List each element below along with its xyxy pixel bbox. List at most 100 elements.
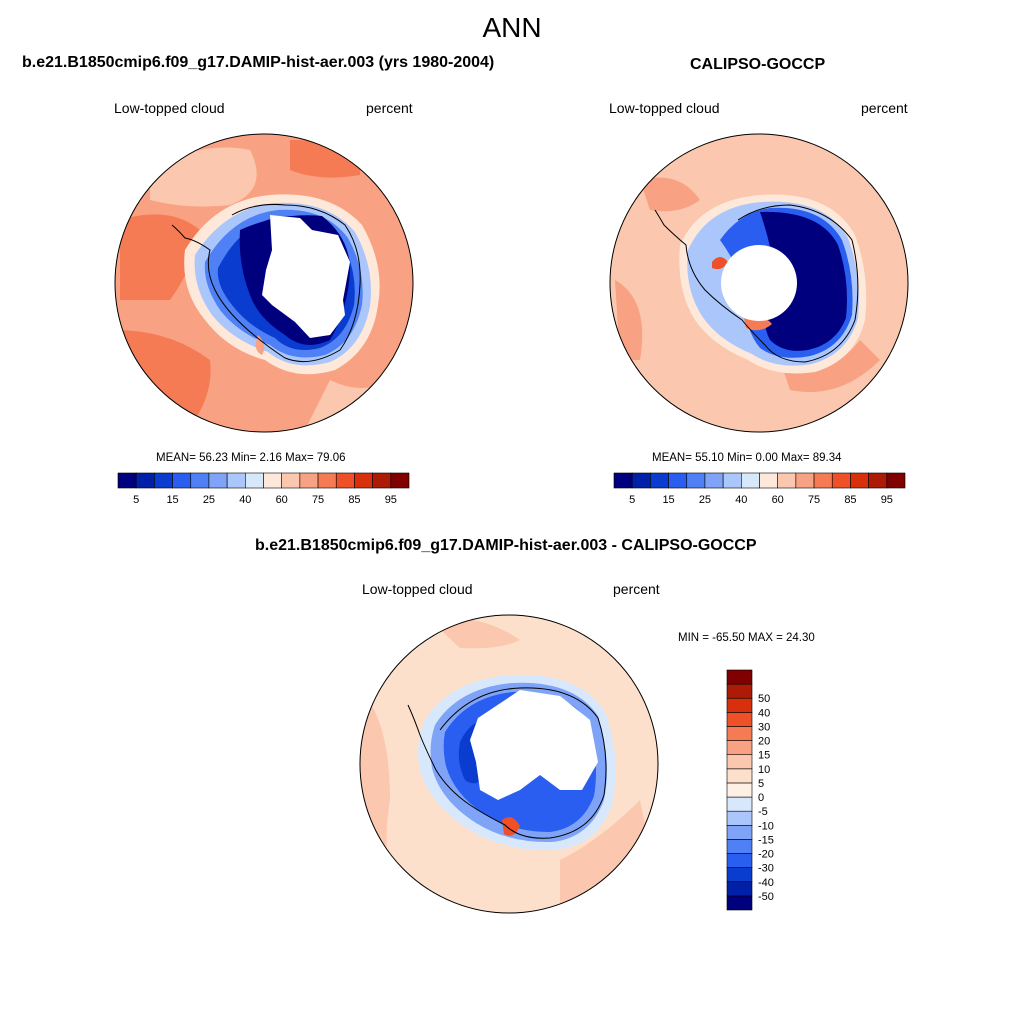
colorbar-difference-tick-label: 15 [758, 750, 770, 762]
colorbar-difference-swatch [726, 768, 753, 784]
difference-missing-data [470, 690, 598, 800]
colorbar-model-swatch [208, 472, 228, 489]
colorbar-calipso-swatch [722, 472, 742, 489]
map-model [114, 133, 414, 433]
panel2-title: CALIPSO-GOCCP [690, 56, 826, 73]
colorbar-model-swatch [317, 472, 337, 489]
colorbar-calipso-swatch [777, 472, 797, 489]
colorbar-difference-swatch [726, 824, 753, 840]
colorbar-calipso-swatch [886, 472, 906, 489]
colorbar-model-tick-label: 15 [166, 494, 178, 506]
panel2-variable-label: Low-topped cloud [609, 100, 720, 116]
colorbar-difference-tick-label: -40 [758, 877, 774, 889]
colorbar-model-tick-label: 95 [385, 494, 397, 506]
colorbar-model-swatch [117, 472, 137, 489]
colorbar-difference-swatch [726, 895, 753, 911]
difference-antarctica-coastline [407, 687, 607, 839]
colorbar-calipso-swatch [704, 472, 724, 489]
colorbar-calipso-swatch [795, 472, 815, 489]
colorbar-difference-tick-label: 5 [758, 778, 764, 790]
model-high-cloud-north [290, 140, 360, 178]
colorbar-calipso-swatch [631, 472, 651, 489]
colorbar-calipso-tick-label: 95 [881, 494, 893, 506]
colorbar-model-swatch [226, 472, 246, 489]
colorbar-model-swatch [263, 472, 282, 489]
colorbar-model-swatch [135, 472, 155, 489]
colorbar-model-swatch [172, 472, 192, 489]
colorbar-calipso-tick-label: 5 [629, 494, 635, 506]
colorbar-difference-tick-label: -50 [758, 891, 774, 903]
calipso-antarctica-coastline [654, 204, 859, 363]
panel3-variable-label: Low-topped cloud [362, 581, 473, 597]
colorbar-calipso-swatch [741, 472, 760, 489]
calipso-polar-gap [721, 245, 797, 321]
colorbar-calipso-swatch [650, 472, 669, 489]
colorbar-calipso-tick-label: 75 [808, 494, 820, 506]
colorbar-calipso-tick-label: 15 [662, 494, 674, 506]
colorbar-calipso-swatch [831, 472, 851, 489]
panel1-title: b.e21.B1850cmip6.f09_g17.DAMIP-hist-aer.… [22, 54, 495, 71]
colorbar-model-tick-label: 60 [276, 494, 288, 506]
panel1-stats: MEAN= 56.23 Min= 2.16 Max= 79.06 [156, 452, 346, 464]
colorbar-difference-swatch [726, 740, 753, 756]
colorbar-difference-swatch [726, 669, 753, 685]
colorbar-difference-tick-label: 50 [758, 693, 770, 705]
model-high-cloud-west [120, 214, 200, 300]
model-antarctica-coastline [171, 204, 361, 363]
colorbar-difference-tick-label: -10 [758, 820, 774, 832]
colorbar-model-tick-label: 25 [203, 494, 215, 506]
colorbar-difference-swatch [726, 839, 753, 854]
colorbar-difference-swatch [726, 810, 753, 826]
figure-title: ANN [482, 12, 542, 43]
colorbar-difference-tick-label: -30 [758, 863, 774, 875]
colorbar-calipso-tick-label: 25 [699, 494, 711, 506]
panel2-stats: MEAN= 55.10 Min= 0.00 Max= 89.34 [652, 452, 842, 464]
colorbar-difference-swatch [726, 782, 753, 798]
colorbar-calipso-swatch [759, 472, 778, 489]
colorbar-difference-tick-label: 10 [758, 764, 770, 776]
colorbar-model-swatch [299, 472, 319, 489]
colorbar-model-swatch [281, 472, 301, 489]
colorbar-calipso: 5 15 25 40 60 75 85 95 [613, 472, 906, 506]
panel1-variable-label: Low-topped cloud [114, 100, 225, 116]
colorbar-calipso-tick-label: 85 [844, 494, 856, 506]
colorbar-model-tick-label: 40 [239, 494, 251, 506]
colorbar-difference-swatch [726, 881, 753, 897]
colorbar-model-swatch [390, 472, 410, 489]
colorbar-calipso-tick-label: 40 [735, 494, 747, 506]
panel1-units-label: percent [366, 100, 413, 116]
colorbar-calipso-tick-label: 60 [772, 494, 784, 506]
colorbar-calipso-swatch [813, 472, 833, 489]
colorbar-calipso-swatch [868, 472, 888, 489]
colorbar-model-swatch [354, 472, 373, 489]
map-calipso [609, 133, 909, 433]
colorbar-model-swatch [335, 472, 355, 489]
colorbar-difference-tick-label: 40 [758, 707, 770, 719]
colorbar-difference-swatch [726, 867, 753, 883]
colorbar-model: 5 15 25 40 60 75 85 95 [117, 472, 410, 506]
colorbar-difference-swatch [726, 754, 753, 770]
colorbar-model-tick-label: 5 [133, 494, 139, 506]
model-missing-data [262, 215, 350, 338]
colorbar-difference-tick-label: -5 [758, 806, 768, 818]
map-difference [359, 614, 659, 914]
colorbar-model-swatch [245, 472, 264, 489]
panel3-title: b.e21.B1850cmip6.f09_g17.DAMIP-hist-aer.… [255, 537, 757, 554]
panel3-units-label: percent [613, 581, 660, 597]
colorbar-difference-swatch [726, 726, 753, 741]
colorbar-model-swatch [190, 472, 210, 489]
colorbar-model-swatch [154, 472, 173, 489]
colorbar-difference-swatch [726, 853, 753, 868]
colorbar-difference-tick-label: -20 [758, 849, 774, 861]
colorbar-calipso-swatch [613, 472, 633, 489]
colorbar-difference-swatch [726, 697, 753, 713]
colorbar-calipso-swatch [668, 472, 688, 489]
colorbar-model-tick-label: 85 [348, 494, 360, 506]
colorbar-difference-tick-label: 20 [758, 736, 770, 748]
colorbar-difference-tick-label: 0 [758, 792, 764, 804]
colorbar-difference-swatch [726, 683, 753, 699]
colorbar-calipso-swatch [686, 472, 706, 489]
colorbar-model-tick-label: 75 [312, 494, 324, 506]
